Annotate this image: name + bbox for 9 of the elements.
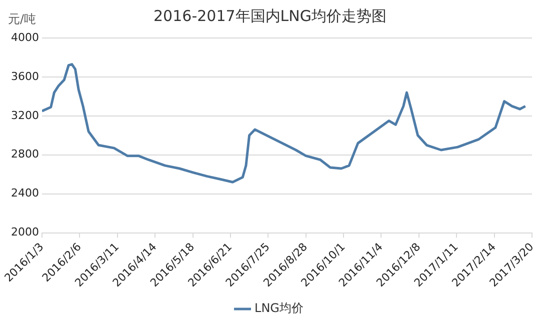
legend-label: LNG均价	[254, 301, 304, 316]
y-tick-label: 2800	[10, 148, 39, 161]
y-tick-label: 4000	[10, 30, 39, 44]
y-axis-title: 元/吨	[8, 12, 36, 26]
y-tick-label: 3200	[10, 108, 39, 122]
chart-title: 2016-2017年国内LNG均价走势图	[154, 6, 386, 25]
y-tick-label: 2400	[10, 186, 39, 200]
y-tick-label: 2000	[10, 226, 39, 239]
y-tick-label: 3600	[10, 70, 39, 83]
